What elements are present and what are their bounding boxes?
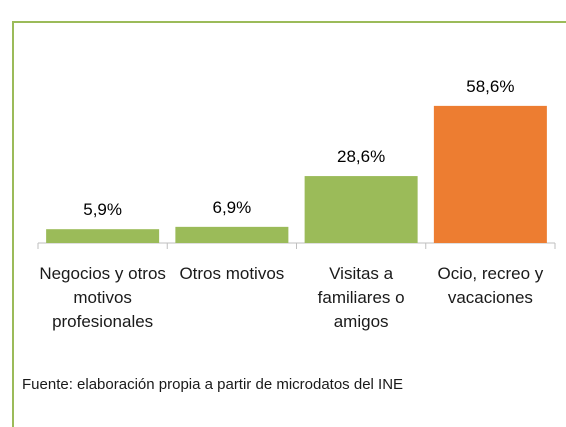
x-tick-label: Ocio, recreo y vacaciones — [437, 264, 544, 307]
bar — [304, 176, 418, 243]
x-tick-label: Visitas a familiares o amigos — [317, 264, 405, 331]
x-tick-label: Negocios y otros motivos profesionales — [39, 264, 166, 331]
value-label: 58,6% — [466, 77, 514, 96]
bar — [433, 105, 547, 243]
bar — [175, 226, 289, 243]
value-label: 6,9% — [213, 198, 252, 217]
value-label: 5,9% — [83, 200, 122, 219]
bar — [46, 229, 160, 243]
source-note: Fuente: elaboración propia a partir de m… — [22, 376, 404, 393]
value-label: 28,6% — [337, 147, 385, 166]
x-tick-label: Otros motivos — [179, 264, 285, 283]
